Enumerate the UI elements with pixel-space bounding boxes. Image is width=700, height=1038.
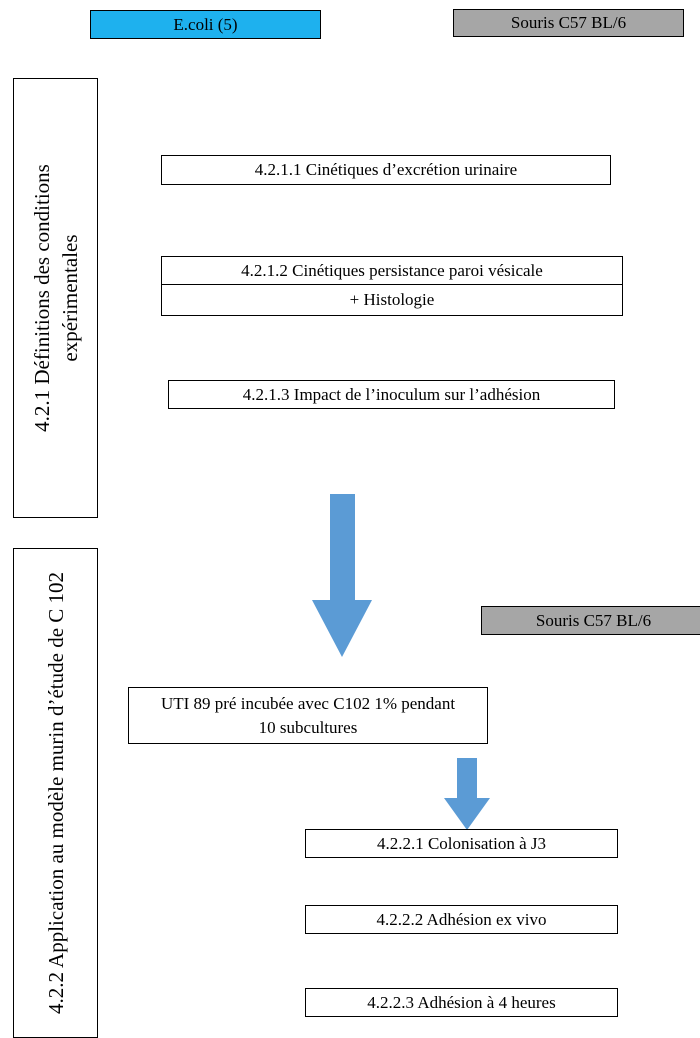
mouse-box: Souris C57 BL/6: [481, 606, 700, 635]
section-box: 4.2.1 Définitions des conditions expérim…: [13, 78, 98, 518]
label: Souris C57 BL/6: [510, 13, 627, 32]
label: 4.2.1.2 Cinétiques persistance paroi vés…: [241, 261, 543, 280]
label: 4.2.2.3 Adhésion à 4 heures: [367, 992, 556, 1012]
label: 4.2.2.2 Adhésion ex vivo: [376, 909, 547, 929]
label: Souris C57 BL/6: [535, 610, 652, 630]
step-box: 4.2.2.3 Adhésion à 4 heures: [305, 988, 618, 1017]
label: 4.2.2.1 Colonisation à J3: [376, 833, 547, 853]
label: E.coli (5): [173, 14, 238, 34]
step-box: 4.2.1.3 Impact de l’inoculum sur l’adhés…: [168, 380, 615, 409]
step-box: 4.2.2.1 Colonisation à J3: [305, 829, 618, 858]
mouse-box: Souris C57 BL/6: [453, 9, 684, 37]
section-box: 4.2.2 Application au modèle murin d’étud…: [13, 548, 98, 1038]
label: UTI 89 pré incubée avec C102 1% pendant …: [160, 693, 456, 737]
step-box: 4.2.1.1 Cinétiques d’excrétion urinaire: [161, 155, 611, 185]
label: 4.2.1.1 Cinétiques d’excrétion urinaire: [254, 160, 518, 179]
preparation-box: UTI 89 pré incubée avec C102 1% pendant …: [128, 687, 488, 744]
step-box: 4.2.2.2 Adhésion ex vivo: [305, 905, 618, 934]
section-title: 4.2.2 Application au modèle murin d’étud…: [43, 571, 68, 1015]
arrow: [444, 758, 490, 830]
label: + Histologie: [349, 290, 435, 309]
step-box: + Histologie: [161, 284, 623, 316]
bacteria-box: E.coli (5): [90, 10, 321, 39]
label: 4.2.1.3 Impact de l’inoculum sur l’adhés…: [242, 384, 541, 404]
arrow: [312, 494, 372, 657]
